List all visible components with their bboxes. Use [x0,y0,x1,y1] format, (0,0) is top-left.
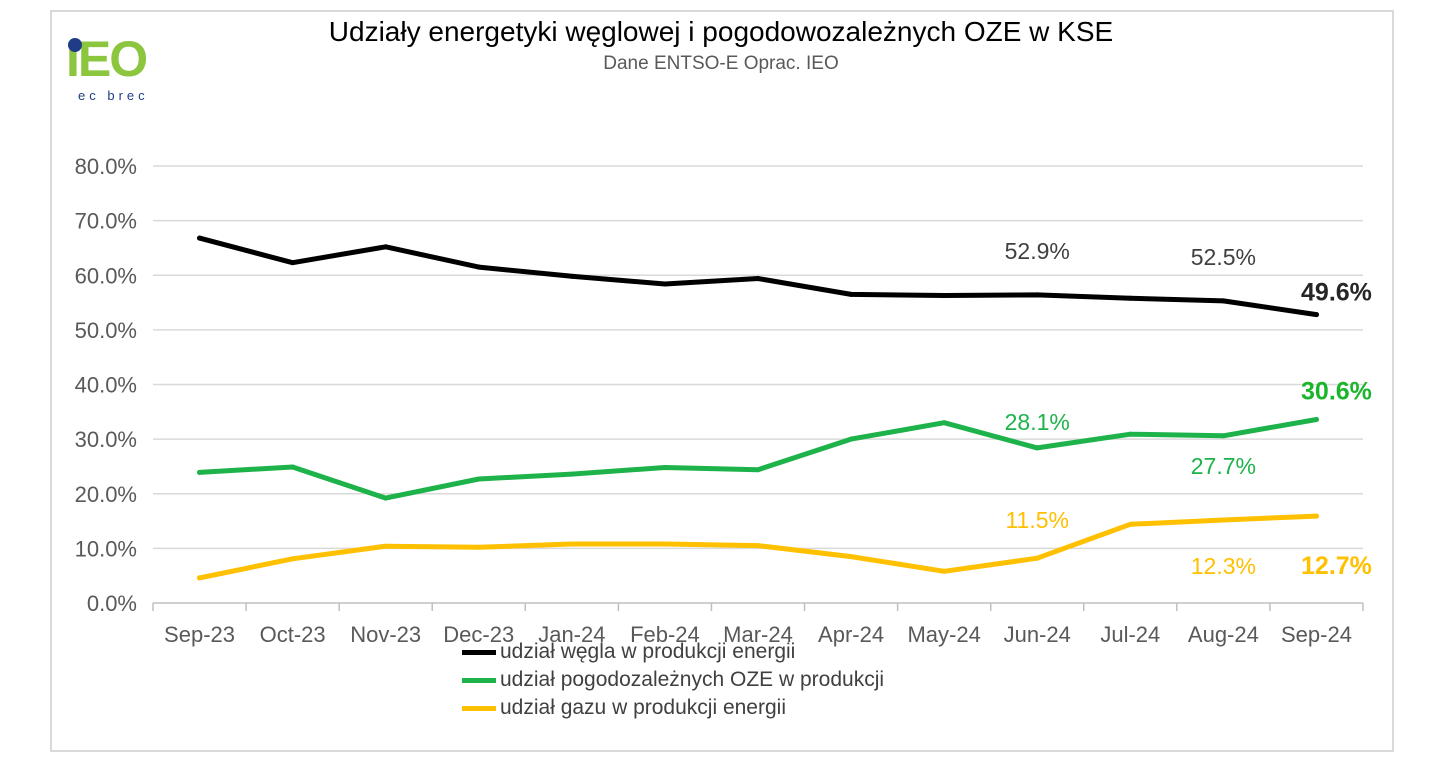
legend: udział węgla w produkcji energii udział … [462,638,884,722]
data-point-coal [1220,298,1226,304]
data-point-coal [941,292,947,298]
data-point-gas [290,556,296,562]
x-tick-label: Apr-24 [818,622,884,647]
data-point-oze [197,469,203,475]
x-tick-label: Sep-24 [1281,622,1352,647]
data-label-gas: 11.5% [1005,507,1069,533]
chart-frame [50,10,1394,752]
y-tick-label: 10.0% [75,536,137,561]
legend-item-coal: udział węgla w produkcji energii [462,638,884,666]
data-point-coal [662,281,668,287]
x-tick-label: Aug-24 [1188,622,1259,647]
data-point-oze [476,476,482,482]
data-label-coal: 52.9% [1005,238,1070,264]
data-point-gas [1313,513,1319,519]
data-point-oze [383,495,389,501]
y-tick-label: 0.0% [87,591,137,616]
x-tick-label: Jul-24 [1100,622,1160,647]
data-point-coal [383,244,389,250]
x-tick-label: Sep-23 [164,622,235,647]
legend-label-coal: udział węgla w produkcji energii [500,640,796,663]
x-tick-label: Nov-23 [350,622,421,647]
data-point-gas [1127,521,1133,527]
data-point-coal [197,235,203,241]
legend-swatch-oze [462,677,496,683]
x-tick-label: Mar-24 [723,622,793,647]
y-tick-label: 70.0% [75,209,137,234]
data-point-gas [848,554,854,560]
data-point-oze [290,464,296,470]
y-tick-label: 40.0% [75,373,137,398]
data-point-gas [383,543,389,549]
logo-dot-icon [68,38,82,52]
y-tick-label: 50.0% [75,318,137,343]
data-label-oze: 30.6% [1301,377,1372,405]
data-point-coal [755,276,761,282]
y-tick-label: 60.0% [75,263,137,288]
ieo-logo: IEO ec brec [66,34,176,104]
data-point-gas [1034,555,1040,561]
x-tick-label: Jun-24 [1004,622,1071,647]
x-tick-label: May-24 [907,622,980,647]
legend-label-gas: udział gazu w produkcji energii [500,696,786,719]
data-point-oze [662,465,668,471]
data-label-coal: 52.5% [1191,244,1256,270]
legend-swatch-gas [462,705,496,711]
data-point-oze [848,436,854,442]
x-tick-label: Oct-23 [260,622,326,647]
x-tick-label: Feb-24 [630,622,700,647]
data-point-coal [290,260,296,266]
data-point-oze [569,471,575,477]
data-point-coal [1127,295,1133,301]
data-point-oze [755,467,761,473]
data-point-oze [1220,433,1226,439]
data-point-gas [197,575,203,581]
x-tick-label: Dec-23 [443,622,514,647]
y-tick-label: 80.0% [75,154,137,179]
data-point-coal [1313,312,1319,318]
legend-item-gas: udział gazu w produkcji energii [462,694,884,722]
chart-subtitle: Dane ENTSO-E Oprac. IEO [603,53,839,74]
y-tick-label: 30.0% [75,427,137,452]
legend-swatch-coal [462,649,496,655]
data-point-coal [476,264,482,270]
data-label-coal: 49.6% [1301,279,1372,307]
chart-title: Udziały energetyki węglowej i pogodowoza… [328,16,1114,47]
data-point-coal [1034,292,1040,298]
data-point-gas [1220,517,1226,523]
data-point-coal [848,291,854,297]
data-point-gas [569,541,575,547]
data-point-oze [1127,431,1133,437]
logo-subtext: ec brec [78,88,149,103]
data-label-oze: 27.7% [1191,453,1256,479]
series-line-oze [197,417,1319,501]
data-label-oze: 28.1% [1005,409,1070,435]
data-point-gas [755,543,761,549]
y-tick-label: 20.0% [75,482,137,507]
data-point-gas [662,541,668,547]
x-tick-label: Jan-24 [538,622,605,647]
data-point-coal [569,273,575,279]
data-point-gas [941,568,947,574]
legend-item-oze: udział pogodozależnych OZE w produkcji [462,666,884,694]
data-point-oze [1034,445,1040,451]
data-point-gas [476,544,482,550]
legend-label-oze: udział pogodozależnych OZE w produkcji [500,668,885,691]
data-label-gas: 12.3% [1191,553,1256,579]
data-point-oze [1313,416,1319,422]
data-point-oze [941,420,947,426]
data-label-gas: 12.7% [1301,552,1372,580]
